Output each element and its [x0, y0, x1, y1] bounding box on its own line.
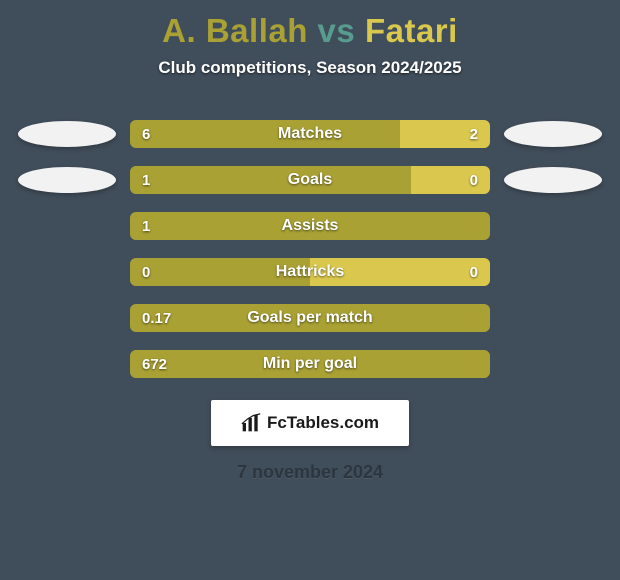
- stat-value-left: 1: [142, 218, 150, 235]
- stat-bar-left: 1: [130, 212, 490, 240]
- logo-box: FcTables.com: [211, 400, 409, 446]
- stat-bar-left: 6: [130, 120, 400, 148]
- title-player2: Fatari: [365, 12, 458, 49]
- stat-row: 672Min per goal: [0, 350, 620, 378]
- comparison-card: A. Ballah vs Fatari Club competitions, S…: [0, 0, 620, 580]
- stat-bar: 0.17Goals per match: [130, 304, 490, 332]
- team-logo-placeholder-right: [504, 121, 602, 147]
- stat-bar-right: 0: [310, 258, 490, 286]
- stat-value-right: 0: [470, 264, 478, 281]
- date-text: 7 november 2024: [0, 462, 620, 483]
- stat-bar: 1Assists: [130, 212, 490, 240]
- team-logo-placeholder-left: [18, 121, 116, 147]
- stat-bar: 10Goals: [130, 166, 490, 194]
- stat-row: 00Hattricks: [0, 258, 620, 286]
- title-player1: A. Ballah: [162, 12, 308, 49]
- title-vs: vs: [318, 12, 356, 49]
- stat-bar: 00Hattricks: [130, 258, 490, 286]
- stat-value-left: 6: [142, 126, 150, 143]
- logo-text: FcTables.com: [267, 413, 379, 433]
- stat-bar-right: 2: [400, 120, 490, 148]
- stat-row: 1Assists: [0, 212, 620, 240]
- stat-row: 0.17Goals per match: [0, 304, 620, 332]
- page-title: A. Ballah vs Fatari: [0, 12, 620, 50]
- stat-row: 10Goals: [0, 166, 620, 194]
- team-logo-placeholder-left: [18, 167, 116, 193]
- subtitle: Club competitions, Season 2024/2025: [0, 58, 620, 78]
- team-logo-placeholder-right: [504, 167, 602, 193]
- stat-bar-left: 0: [130, 258, 310, 286]
- stat-bar-right: 0: [411, 166, 490, 194]
- stat-bar-left: 672: [130, 350, 490, 378]
- stat-value-left: 0.17: [142, 310, 171, 327]
- stat-bar-left: 1: [130, 166, 411, 194]
- stat-value-left: 1: [142, 172, 150, 189]
- bars-icon: [241, 413, 261, 433]
- stat-value-left: 672: [142, 356, 167, 373]
- stat-bar: 672Min per goal: [130, 350, 490, 378]
- stat-bar-left: 0.17: [130, 304, 490, 332]
- stat-row: 62Matches: [0, 120, 620, 148]
- stat-rows: 62Matches10Goals1Assists00Hattricks0.17G…: [0, 120, 620, 378]
- stat-value-left: 0: [142, 264, 150, 281]
- stat-bar: 62Matches: [130, 120, 490, 148]
- stat-value-right: 0: [470, 172, 478, 189]
- stat-value-right: 2: [470, 126, 478, 143]
